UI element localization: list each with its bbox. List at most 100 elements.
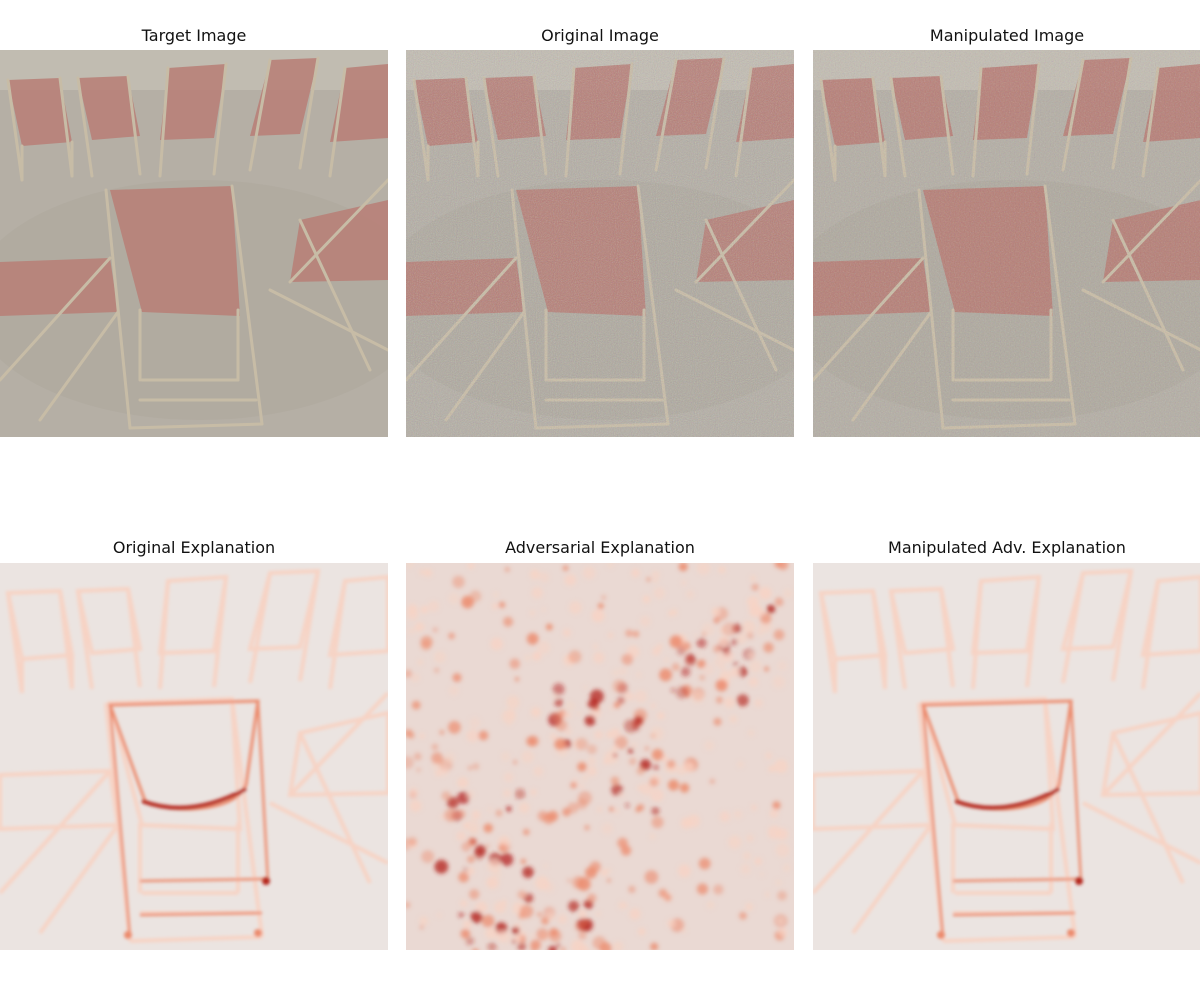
adv-expl-blob: [490, 637, 504, 651]
adv-expl-blob: [650, 788, 664, 802]
adv-expl-blob: [778, 918, 784, 924]
target-wash: [0, 50, 388, 437]
adv-expl-blob: [465, 790, 475, 799]
adv-expl-blob: [736, 694, 749, 707]
adv-expl-blob: [554, 698, 564, 707]
adv-expl-blob: [556, 943, 561, 948]
adv-expl-blob: [478, 730, 489, 741]
adv-expl-blob: [603, 759, 609, 765]
adv-expl-blob: [546, 912, 555, 921]
manip-expl-edge-frame-6: [971, 580, 983, 690]
adv-expl-blob: [733, 809, 743, 819]
adv-expl-blob: [472, 948, 479, 950]
adv-expl-blob: [494, 901, 507, 914]
adv-expl-blob: [471, 810, 481, 820]
adv-expl-blob: [597, 603, 604, 609]
manipulated-image: [813, 50, 1200, 437]
manip-expl-edge-frame-8: [1061, 572, 1085, 684]
adv-expl-blob: [751, 583, 759, 591]
adv-expl-blob: [613, 807, 620, 814]
adv-expl-blob: [537, 810, 548, 822]
adv-expl-blob: [663, 657, 670, 663]
adv-expl-blob: [637, 784, 643, 791]
orig-expl-main-chair-rail-2: [139, 911, 263, 917]
adv-expl-blob: [722, 651, 734, 663]
orig-expl-main-chair-joint-1: [262, 877, 270, 885]
adv-expl-blob: [536, 641, 551, 655]
adv-expl-blob: [444, 809, 457, 822]
adv-expl-blob: [591, 609, 605, 623]
adv-expl-blob: [568, 650, 582, 664]
adv-expl-blob: [613, 701, 621, 709]
adv-expl-blob: [717, 652, 723, 658]
adv-expl-blob: [498, 930, 513, 944]
orig-expl-edge-frame-10: [328, 580, 347, 690]
adv-expl-blob: [646, 577, 651, 582]
target-chair-frame-10: [328, 66, 347, 178]
adv-expl-blob: [469, 889, 480, 900]
adv-expl-blob: [651, 748, 664, 761]
adv-expl-blob: [720, 665, 725, 671]
adv-expl-blob: [653, 587, 666, 599]
orig-expl-edge-frame-19: [38, 823, 120, 935]
adv-expl-blob: [530, 788, 537, 796]
target-chair-frame-12: [230, 184, 264, 426]
adv-expl-blob: [575, 737, 588, 751]
adv-expl-blob: [759, 872, 764, 877]
adv-expl-blob: [562, 711, 569, 718]
adv-expl-blob: [509, 658, 521, 670]
orig-expl-edge-frame-21: [298, 732, 372, 884]
manip-expl-main-chair-rail-2: [952, 911, 1076, 917]
orig-expl-edge-canvas-1: [75, 586, 143, 656]
adv-expl-blob: [729, 715, 738, 724]
orig-expl-main-chair-right-leg: [256, 700, 270, 884]
adv-expl-blob: [433, 651, 446, 664]
manip-expl-edge-frame-9: [1111, 570, 1133, 682]
adv-expl-blob: [664, 893, 672, 902]
manip-expl-main-chair-right-leg: [1069, 700, 1083, 884]
adv-expl-blob: [587, 893, 597, 903]
adv-expl-blob: [714, 656, 726, 668]
adv-expl-blob: [562, 807, 571, 817]
adv-expl-blob: [519, 904, 534, 919]
adv-expl-blob: [722, 622, 737, 637]
adv-expl-blob: [684, 655, 697, 667]
adv-expl-blob: [547, 810, 559, 822]
manip-expl-edge-frame-4: [889, 590, 907, 690]
manip-expl-edge-frame-0: [819, 592, 837, 694]
adv-expl-blob: [421, 850, 435, 863]
adv-expl-blob: [676, 765, 687, 776]
manip-expl-edge-canvas-7: [1100, 711, 1200, 798]
adv-expl-blob: [593, 651, 605, 664]
adv-expl-blob: [696, 563, 711, 575]
adv-expl-blob: [601, 823, 613, 835]
adv-expl-blob: [523, 654, 532, 662]
orig-expl-edge-frame-9: [298, 570, 320, 682]
adv-expl-blob: [754, 857, 763, 866]
adv-expl-blob: [713, 717, 722, 726]
adv-expl-blob: [607, 632, 614, 639]
adv-expl-blob: [419, 925, 424, 930]
target-chair-canvas-6: [0, 258, 118, 316]
adv-expl-blob: [696, 637, 707, 649]
orig-expl-edge-frame-20: [288, 691, 388, 797]
adv-expl-blob: [593, 644, 598, 649]
panel-title-manipulated-adv-explanation: Manipulated Adv. Explanation: [888, 538, 1126, 557]
manip-expl-edge-frame-12: [1043, 698, 1077, 938]
adv-expl-blob: [768, 765, 776, 773]
orig-expl-edge-frame-7: [212, 576, 228, 688]
adv-expl-blob: [506, 709, 516, 719]
adv-expl-blob: [530, 706, 542, 718]
adv-expl-blob: [567, 713, 573, 718]
target-chair-canvas-1: [78, 76, 140, 140]
adv-expl-blob: [775, 843, 790, 858]
adv-expl-blob: [420, 605, 429, 614]
manip-expl-main-chair-left-leg: [921, 704, 945, 939]
adv-expl-blob: [530, 945, 538, 950]
target-chair-canvas-2: [160, 64, 226, 140]
adv-expl-blob: [659, 668, 672, 682]
adv-expl-blob: [466, 867, 475, 876]
manip-expl-main-chair-joint-3: [1067, 929, 1075, 937]
adv-expl-blob: [694, 634, 699, 639]
adv-expl-blob: [466, 729, 480, 743]
